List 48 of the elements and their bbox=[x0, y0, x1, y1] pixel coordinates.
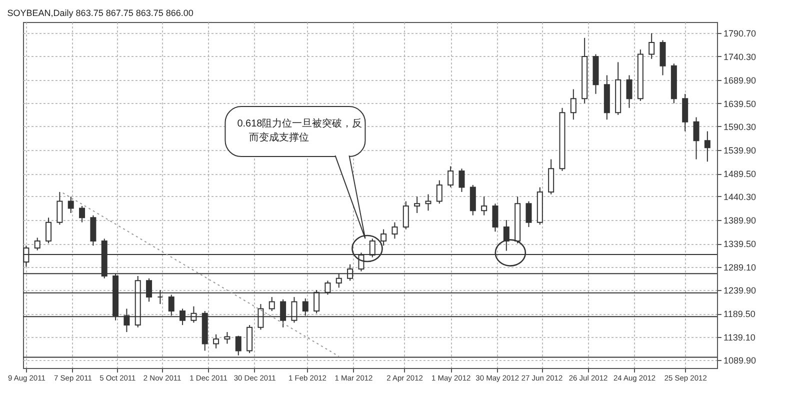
y-tick-label: 1639.50 bbox=[724, 98, 756, 109]
candlestick bbox=[380, 228, 387, 246]
candlestick bbox=[704, 130, 710, 162]
candlestick bbox=[56, 191, 63, 226]
candlestick bbox=[436, 180, 442, 204]
candlestick bbox=[402, 200, 409, 230]
candlestick bbox=[213, 334, 220, 349]
candlestick bbox=[458, 168, 465, 192]
candlestick bbox=[548, 158, 554, 195]
y-tick-label: 1740.30 bbox=[724, 52, 756, 62]
candlestick bbox=[425, 194, 432, 212]
candlestick bbox=[470, 184, 476, 216]
candlestick bbox=[626, 74, 632, 108]
candlestick bbox=[481, 196, 488, 216]
candlestick bbox=[414, 196, 420, 214]
candlestick bbox=[648, 32, 655, 60]
y-tick-label: 1790.70 bbox=[724, 28, 756, 38]
y-tick-label: 1139.10 bbox=[724, 332, 756, 343]
candlestick bbox=[46, 217, 52, 244]
annotation: 0.618阻力位一旦被突破，反而变成支撑位 bbox=[237, 118, 362, 144]
y-tick-label: 1089.90 bbox=[724, 356, 756, 366]
candlestick bbox=[392, 222, 398, 240]
candlestick bbox=[660, 40, 666, 76]
y-tick-label: 1189.50 bbox=[724, 309, 756, 320]
candlestick bbox=[268, 296, 275, 312]
candlestick bbox=[68, 196, 74, 214]
candlestick bbox=[503, 219, 510, 252]
y-tick-label: 1590.30 bbox=[724, 122, 756, 132]
candlestick bbox=[246, 324, 253, 354]
candlestick bbox=[448, 166, 454, 188]
chart-title: SOYBEAN,Daily 863.75 867.75 863.75 866.00 bbox=[7, 8, 194, 18]
candlestick bbox=[570, 88, 576, 120]
candlestick bbox=[693, 116, 700, 160]
candlestick bbox=[526, 200, 532, 228]
y-tick-label: 1539.90 bbox=[724, 145, 756, 156]
candlestick bbox=[682, 93, 688, 132]
y-tick-label: 1389.90 bbox=[724, 216, 756, 226]
candlestick bbox=[492, 203, 498, 232]
y-tick-label: 1440.30 bbox=[724, 192, 756, 202]
y-tick-label: 1239.90 bbox=[724, 286, 756, 296]
candlestick bbox=[224, 332, 230, 344]
y-tick-label: 1689.90 bbox=[724, 75, 756, 86]
y-tick-label: 1289.10 bbox=[724, 262, 756, 273]
candlestick bbox=[34, 237, 40, 251]
candlestick bbox=[79, 205, 86, 223]
candlestick bbox=[90, 214, 96, 246]
y-tick-label: 1489.50 bbox=[724, 169, 756, 180]
y-tick-label: 1339.50 bbox=[724, 239, 756, 250]
